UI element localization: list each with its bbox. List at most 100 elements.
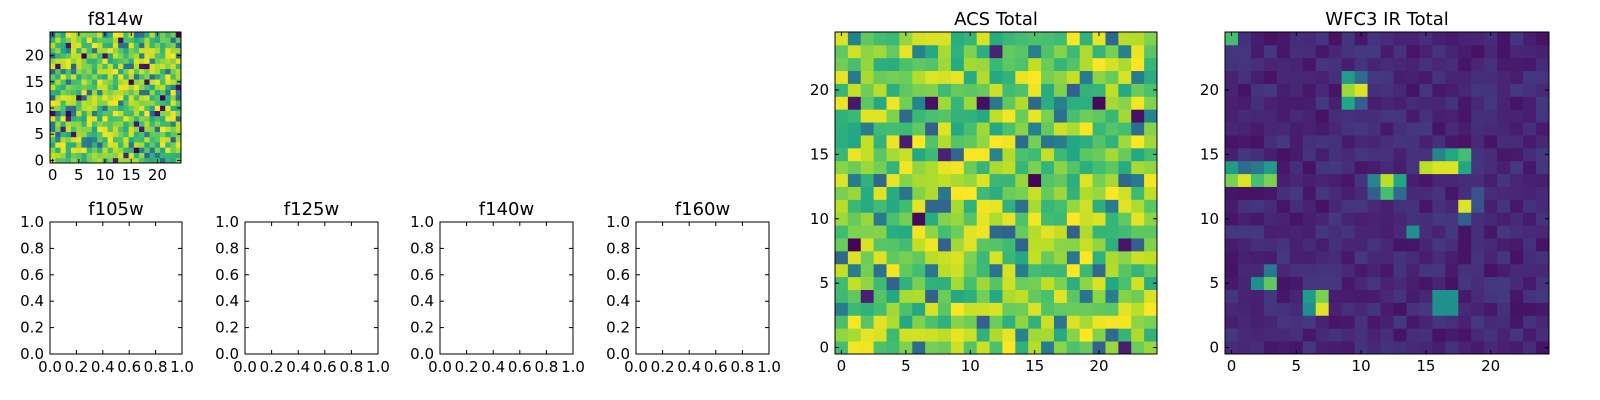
heatmap-cell	[139, 89, 145, 96]
heatmap-cell	[976, 199, 990, 213]
heatmap-cell	[102, 37, 109, 43]
heatmap-cell	[1289, 328, 1304, 342]
heatmap-cell	[86, 52, 93, 59]
heatmap-cell	[133, 63, 140, 70]
heatmap-cell	[154, 68, 161, 75]
heatmap-cell	[1406, 199, 1420, 213]
heatmap-cell	[123, 84, 129, 91]
heatmap-cell	[976, 328, 990, 342]
heatmap-cell	[175, 47, 182, 54]
heatmap-cell	[60, 84, 67, 91]
heatmap-cell	[860, 96, 875, 110]
heatmap-cell	[175, 37, 182, 43]
y-tick-label: 0.8	[215, 239, 239, 257]
heatmap-cell	[128, 79, 135, 85]
heatmap-cell	[112, 47, 119, 54]
heatmap-cell	[112, 100, 119, 106]
heatmap-cell	[938, 57, 952, 72]
heatmap-cell	[65, 121, 72, 127]
heatmap-cell	[91, 73, 98, 80]
heatmap-cell	[149, 142, 156, 148]
heatmap-cell	[133, 79, 140, 85]
heatmap-cell	[154, 47, 161, 54]
x-tick-label: 0.2	[260, 358, 284, 376]
heatmap-cell	[149, 121, 156, 127]
heatmap-cell	[60, 73, 67, 80]
heatmap-cell	[1393, 160, 1407, 175]
heatmap-cell	[165, 105, 171, 111]
heatmap-cell	[107, 157, 114, 164]
heatmap-cell	[160, 68, 166, 75]
heatmap-cell	[91, 142, 98, 148]
heatmap-cell	[1302, 122, 1317, 136]
heatmap-cell	[847, 238, 862, 252]
heatmap-cell	[50, 110, 56, 117]
heatmap-cell	[170, 105, 177, 111]
heatmap-cell	[1432, 122, 1446, 136]
heatmap-cell	[112, 136, 119, 143]
heatmap-cell	[912, 122, 926, 136]
heatmap-cell	[154, 89, 161, 96]
heatmap-cell	[1380, 44, 1394, 59]
heatmap-cell	[55, 79, 61, 85]
heatmap-cell	[1341, 199, 1355, 213]
heatmap-cell	[55, 47, 61, 54]
heatmap-cell	[1237, 147, 1252, 162]
heatmap-cell	[1315, 263, 1330, 278]
heatmap-cell	[860, 135, 875, 149]
heatmap-cell	[899, 238, 913, 252]
heatmap-cell	[1092, 135, 1106, 149]
heatmap-cell	[1380, 32, 1394, 46]
heatmap-cell	[139, 52, 145, 59]
heatmap-cell	[899, 212, 913, 226]
y-tick-label: 0.8	[606, 239, 630, 257]
heatmap-cell	[107, 89, 114, 96]
heatmap-cell	[976, 160, 990, 175]
heatmap-cell	[1131, 83, 1145, 97]
heatmap-cell	[1118, 135, 1132, 149]
heatmap-cell	[1393, 263, 1407, 278]
heatmap-cell	[1458, 250, 1472, 265]
heatmap-cell	[160, 52, 166, 59]
heatmap-cell	[1510, 315, 1524, 329]
heatmap-cell	[139, 58, 145, 64]
heatmap-cell	[118, 152, 124, 159]
heatmap-cell	[1497, 289, 1511, 303]
heatmap-cell	[1432, 57, 1446, 72]
heatmap-cell	[65, 94, 72, 101]
heatmap-cell	[1302, 147, 1317, 162]
heatmap-cell	[118, 94, 124, 101]
y-tick-label: 20	[25, 47, 44, 65]
heatmap-cell	[50, 147, 56, 153]
heatmap-cell	[81, 121, 88, 127]
heatmap-cell	[1225, 315, 1239, 329]
heatmap-cell	[938, 109, 952, 123]
heatmap-cell	[1315, 186, 1330, 200]
heatmap-cell	[1263, 250, 1278, 265]
heatmap-cell	[107, 94, 114, 101]
heatmap-cell	[873, 238, 887, 252]
heatmap-cell	[1015, 186, 1029, 200]
heatmap-cell	[886, 160, 900, 175]
heatmap-cell	[175, 152, 182, 159]
heatmap-cell	[1341, 250, 1355, 265]
heatmap-cell	[118, 131, 124, 138]
heatmap-cell	[133, 147, 140, 153]
heatmap-cell	[160, 42, 166, 49]
heatmap-cell	[835, 44, 849, 59]
y-tick-label: 15	[1200, 145, 1219, 163]
heatmap-cell	[1225, 225, 1239, 239]
heatmap-cell	[938, 199, 952, 213]
y-tick-label: 0.6	[410, 266, 434, 284]
y-tick-label: 0	[1209, 339, 1219, 357]
heatmap-cell	[1445, 315, 1459, 329]
heatmap-cell	[50, 84, 56, 91]
heatmap-cell	[139, 147, 145, 153]
heatmap-cell	[144, 84, 150, 91]
heatmap-cell	[925, 160, 939, 175]
heatmap-cell	[1118, 122, 1132, 136]
heatmap-cell	[70, 131, 77, 138]
heatmap-cell	[899, 70, 913, 84]
heatmap-cell	[1484, 199, 1498, 213]
heatmap-cell	[1144, 225, 1158, 239]
